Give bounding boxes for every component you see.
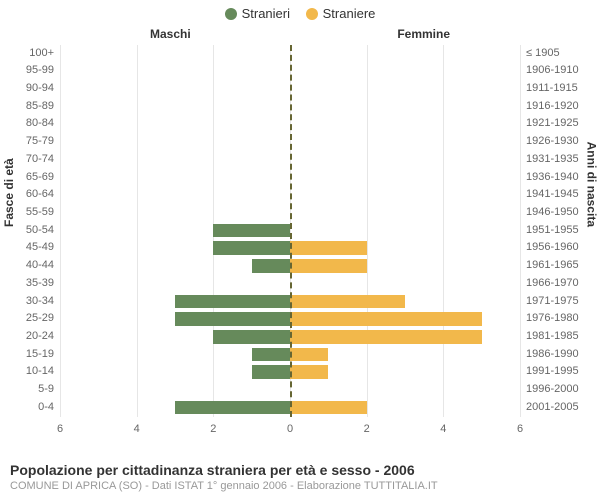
xaxis-tick: 2: [364, 423, 370, 435]
age-label: 0-4: [38, 399, 54, 417]
footer: Popolazione per cittadinanza straniera p…: [10, 462, 590, 492]
legend-label-male: Stranieri: [242, 6, 290, 21]
birth-label: 1981-1985: [526, 328, 579, 346]
xaxis-tick: 6: [57, 423, 63, 435]
legend: Stranieri Straniere: [0, 0, 600, 27]
gridline: [60, 45, 61, 417]
age-label: 95-99: [26, 62, 54, 80]
birth-label: 1986-1990: [526, 346, 579, 364]
xaxis-tick: 0: [287, 423, 293, 435]
bar-male: [213, 224, 290, 238]
bar-male: [252, 365, 290, 379]
bar-male: [175, 295, 290, 309]
column-header-female: Femmine: [397, 27, 450, 41]
bar-female: [290, 365, 328, 379]
gridline: [367, 45, 368, 417]
age-label: 25-29: [26, 310, 54, 328]
age-label: 70-74: [26, 151, 54, 169]
population-pyramid: Maschi Femmine Fasce di età Anni di nasc…: [0, 27, 600, 447]
xaxis-tick: 6: [517, 423, 523, 435]
age-label: 50-54: [26, 222, 54, 240]
bar-female: [290, 259, 367, 273]
age-label: 65-69: [26, 169, 54, 187]
legend-dot-female: [306, 8, 318, 20]
bar-female: [290, 295, 405, 309]
birth-label: 1966-1970: [526, 275, 579, 293]
gridline: [137, 45, 138, 417]
birth-label: 1946-1950: [526, 204, 579, 222]
bar-male: [213, 330, 290, 344]
birth-label: 1961-1965: [526, 257, 579, 275]
plot-area: 6420246100+≤ 190595-991906-191090-941911…: [60, 45, 520, 417]
birth-label: ≤ 1905: [526, 45, 560, 63]
birth-label: 1931-1935: [526, 151, 579, 169]
bar-male: [175, 401, 290, 415]
birth-label: 2001-2005: [526, 399, 579, 417]
bar-female: [290, 330, 482, 344]
age-label: 85-89: [26, 98, 54, 116]
legend-label-female: Straniere: [323, 6, 376, 21]
age-label: 15-19: [26, 346, 54, 364]
birth-label: 1996-2000: [526, 381, 579, 399]
birth-label: 1951-1955: [526, 222, 579, 240]
bar-female: [290, 401, 367, 415]
yaxis-title-left: Fasce di età: [2, 158, 16, 227]
age-label: 5-9: [38, 381, 54, 399]
yaxis-title-right: Anni di nascita: [584, 141, 598, 226]
birth-label: 1926-1930: [526, 133, 579, 151]
legend-dot-male: [225, 8, 237, 20]
age-label: 10-14: [26, 363, 54, 381]
chart-subtitle: COMUNE DI APRICA (SO) - Dati ISTAT 1° ge…: [10, 480, 590, 492]
birth-label: 1906-1910: [526, 62, 579, 80]
age-label: 20-24: [26, 328, 54, 346]
age-label: 80-84: [26, 115, 54, 133]
bar-male: [175, 312, 290, 326]
age-label: 100+: [29, 45, 54, 63]
birth-label: 1936-1940: [526, 169, 579, 187]
age-label: 60-64: [26, 186, 54, 204]
birth-label: 1956-1960: [526, 239, 579, 257]
xaxis-tick: 4: [134, 423, 140, 435]
birth-label: 1916-1920: [526, 98, 579, 116]
bar-female: [290, 348, 328, 362]
legend-item-female: Straniere: [306, 6, 376, 21]
gridline: [443, 45, 444, 417]
age-label: 45-49: [26, 239, 54, 257]
chart-title: Popolazione per cittadinanza straniera p…: [10, 462, 590, 478]
bar-male: [213, 241, 290, 255]
bar-male: [252, 348, 290, 362]
birth-label: 1911-1915: [526, 80, 578, 98]
bar-female: [290, 241, 367, 255]
gridline: [520, 45, 521, 417]
column-header-male: Maschi: [150, 27, 191, 41]
birth-label: 1941-1945: [526, 186, 579, 204]
xaxis-tick: 4: [440, 423, 446, 435]
xaxis-tick: 2: [210, 423, 216, 435]
legend-item-male: Stranieri: [225, 6, 290, 21]
age-label: 90-94: [26, 80, 54, 98]
age-label: 40-44: [26, 257, 54, 275]
birth-label: 1921-1925: [526, 115, 579, 133]
bar-female: [290, 312, 482, 326]
birth-label: 1991-1995: [526, 363, 579, 381]
center-line: [290, 45, 292, 417]
bar-male: [252, 259, 290, 273]
birth-label: 1976-1980: [526, 310, 579, 328]
birth-label: 1971-1975: [526, 293, 579, 311]
age-label: 35-39: [26, 275, 54, 293]
age-label: 75-79: [26, 133, 54, 151]
age-label: 55-59: [26, 204, 54, 222]
age-label: 30-34: [26, 293, 54, 311]
